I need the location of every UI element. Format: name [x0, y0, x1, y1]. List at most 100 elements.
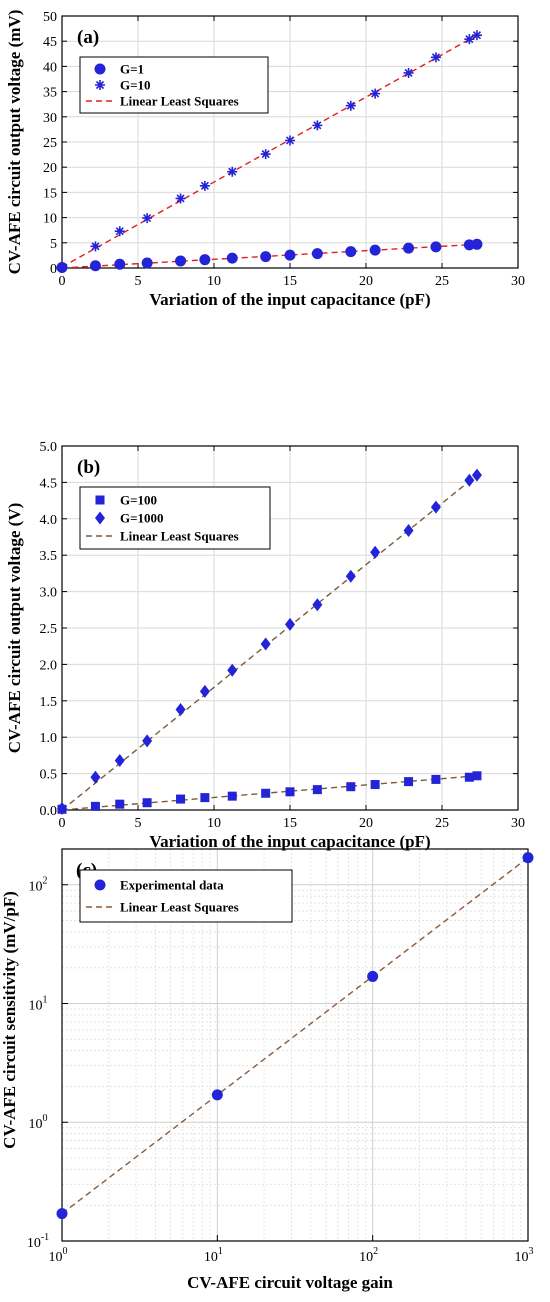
- y-tick-label: 1.0: [40, 731, 58, 746]
- y-tick-exponent: -1: [41, 1232, 49, 1243]
- data-point-circle: [345, 246, 357, 258]
- data-point-asterisk: [114, 226, 125, 237]
- data-point-diamond: [403, 523, 414, 537]
- y-tick-label: 2.0: [40, 658, 58, 673]
- chart-panel-b: 0 5 10 15 20 25 30 0.0 0.5 1.0 1.5 2.0 2.5 3.0 3.5 4.0 4…: [5, 440, 525, 851]
- data-point-square: [285, 787, 295, 797]
- data-point-circle: [199, 254, 211, 266]
- data-point-diamond: [199, 684, 210, 698]
- y-tick-label: 0: [50, 262, 57, 277]
- x-tick-label: 15: [283, 816, 297, 831]
- data-point-circle: [403, 242, 415, 254]
- data-point-circle: [471, 238, 483, 250]
- data-point-asterisk: [370, 88, 381, 99]
- data-point-square: [464, 772, 474, 782]
- fit-line: [61, 857, 529, 1215]
- data-point-circle: [522, 852, 534, 864]
- data-point-diamond: [345, 569, 356, 583]
- y-tick-label: 30: [43, 111, 57, 126]
- x-tick-label: 30: [511, 274, 525, 289]
- legend-label: Linear Least Squares: [120, 529, 239, 544]
- data-point-diamond: [175, 703, 186, 717]
- x-tick-label: 102: [359, 1246, 378, 1265]
- data-point-square: [90, 801, 100, 811]
- data-point-circle: [369, 244, 381, 256]
- data-point-square: [176, 794, 186, 804]
- data-point-asterisk: [175, 193, 186, 204]
- data-point-square: [346, 782, 356, 792]
- data-point-asterisk: [403, 67, 414, 78]
- y-tick-label: 100: [29, 1113, 48, 1132]
- data-point-asterisk: [430, 52, 441, 63]
- x-tick-label: 30: [511, 816, 525, 831]
- data-point-square: [312, 785, 322, 795]
- y-tick-label: 25: [43, 136, 57, 151]
- x-tick-label: 0: [59, 816, 66, 831]
- x-tick-label: 101: [204, 1246, 223, 1265]
- y-tick-label: 3.0: [40, 586, 58, 601]
- y-tick-label: 35: [43, 86, 57, 101]
- legend-swatch: [95, 511, 105, 525]
- legend-label: G=100: [120, 493, 157, 508]
- y-tick-label: 4.0: [40, 513, 58, 528]
- x-tick-exponent: 1: [218, 1246, 223, 1257]
- data-point-asterisk: [285, 135, 295, 146]
- x-axis-label: Variation of the input capacitance (pF): [149, 832, 430, 851]
- y-tick-label: 40: [43, 60, 57, 75]
- y-tick-label: 0.0: [40, 804, 58, 819]
- x-axis-label: CV-AFE circuit voltage gain: [187, 1273, 393, 1292]
- data-point-asterisk: [142, 213, 153, 224]
- data-point-diamond: [285, 617, 295, 631]
- data-point-circle: [311, 248, 323, 260]
- data-point-diamond: [57, 802, 67, 816]
- data-point-circle: [56, 1208, 68, 1220]
- y-axis-label: CV-AFE circuit sensitivity (mV/pF): [0, 891, 19, 1149]
- y-tick-label: 0.5: [40, 768, 58, 783]
- legend-box: [79, 56, 269, 114]
- data-point-square: [227, 791, 237, 801]
- data-point-asterisk: [464, 34, 475, 45]
- legend-swatch: [95, 495, 105, 505]
- y-tick-label: 3.5: [40, 549, 58, 564]
- data-point-square: [472, 771, 482, 781]
- x-tick-label: 25: [435, 274, 449, 289]
- plot-frame: [61, 848, 529, 1242]
- data-point-diamond: [471, 468, 482, 482]
- data-point-asterisk: [199, 180, 210, 191]
- data-point-circle: [89, 260, 101, 272]
- y-tick-label: 10: [43, 212, 57, 227]
- data-point-circle: [175, 255, 187, 267]
- legend-label: G=1000: [120, 511, 164, 526]
- y-tick-label: 50: [43, 10, 57, 25]
- data-point-diamond: [260, 637, 271, 651]
- data-point-asterisk: [227, 166, 238, 177]
- data-point-circle: [141, 257, 153, 269]
- data-point-diamond: [370, 545, 381, 559]
- data-point-square: [115, 799, 125, 809]
- x-tick-exponent: 3: [529, 1246, 534, 1257]
- data-point-circle: [226, 252, 238, 264]
- data-point-circle: [211, 1089, 223, 1101]
- y-tick-label: 101: [29, 994, 48, 1013]
- data-point-square: [404, 777, 414, 787]
- data-point-circle: [114, 258, 126, 270]
- legend-label: Linear Least Squares: [120, 94, 239, 109]
- legend-label: Linear Least Squares: [120, 900, 239, 915]
- x-tick-exponent: 2: [373, 1246, 378, 1257]
- y-tick-label: 4.5: [40, 476, 58, 491]
- data-point-square: [370, 780, 380, 790]
- data-point-diamond: [312, 598, 323, 612]
- legend: G=100 G=1000 Linear Least Squares: [79, 486, 271, 550]
- data-point-asterisk: [57, 261, 67, 272]
- y-tick-label: 15: [43, 186, 57, 201]
- data-point-square: [200, 793, 210, 803]
- data-point-asterisk: [345, 100, 356, 111]
- legend-label: Experimental data: [120, 878, 224, 893]
- y-tick-exponent: 0: [43, 1113, 48, 1124]
- chart-panel-a: 0 5 10 15 20 25 30 0 5 10 15 20 25 30 35 40 45 50 Variatio…: [5, 10, 525, 309]
- y-axis-label: CV-AFE circuit output voltage (V): [5, 503, 24, 754]
- data-point-circle: [430, 241, 442, 253]
- data-point-circle: [284, 249, 296, 261]
